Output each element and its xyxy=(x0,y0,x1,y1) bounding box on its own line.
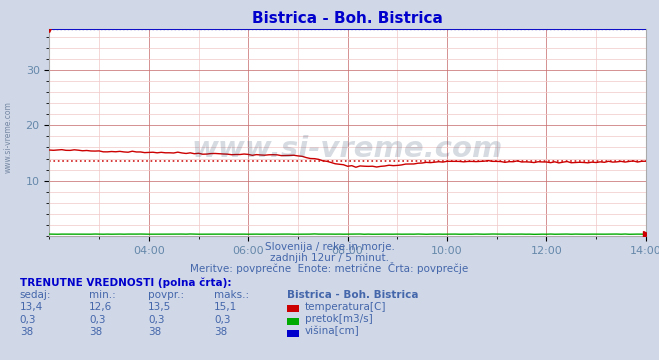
Text: 38: 38 xyxy=(20,327,33,337)
Text: pretok[m3/s]: pretok[m3/s] xyxy=(305,314,373,324)
Text: min.:: min.: xyxy=(89,290,116,300)
Text: povpr.:: povpr.: xyxy=(148,290,185,300)
Text: www.si-vreme.com: www.si-vreme.com xyxy=(192,135,503,163)
Text: 38: 38 xyxy=(89,327,102,337)
Text: 0,3: 0,3 xyxy=(214,315,231,325)
Text: 12,6: 12,6 xyxy=(89,302,112,312)
Text: 0,3: 0,3 xyxy=(148,315,165,325)
Text: 38: 38 xyxy=(148,327,161,337)
Text: višina[cm]: višina[cm] xyxy=(305,326,360,336)
Text: 0,3: 0,3 xyxy=(20,315,36,325)
Text: 13,5: 13,5 xyxy=(148,302,171,312)
Text: zadnjih 12ur / 5 minut.: zadnjih 12ur / 5 minut. xyxy=(270,253,389,263)
Text: 15,1: 15,1 xyxy=(214,302,237,312)
Text: www.si-vreme.com: www.si-vreme.com xyxy=(3,101,13,173)
Text: Bistrica - Boh. Bistrica: Bistrica - Boh. Bistrica xyxy=(287,290,418,300)
Text: TRENUTNE VREDNOSTI (polna črta):: TRENUTNE VREDNOSTI (polna črta): xyxy=(20,278,231,288)
Title: Bistrica - Boh. Bistrica: Bistrica - Boh. Bistrica xyxy=(252,11,443,26)
Text: Slovenija / reke in morje.: Slovenija / reke in morje. xyxy=(264,242,395,252)
Text: Meritve: povprečne  Enote: metrične  Črta: povprečje: Meritve: povprečne Enote: metrične Črta:… xyxy=(190,262,469,274)
Text: 0,3: 0,3 xyxy=(89,315,105,325)
Text: 13,4: 13,4 xyxy=(20,302,43,312)
Text: temperatura[C]: temperatura[C] xyxy=(305,302,387,312)
Text: sedaj:: sedaj: xyxy=(20,290,51,300)
Text: maks.:: maks.: xyxy=(214,290,249,300)
Text: 38: 38 xyxy=(214,327,227,337)
